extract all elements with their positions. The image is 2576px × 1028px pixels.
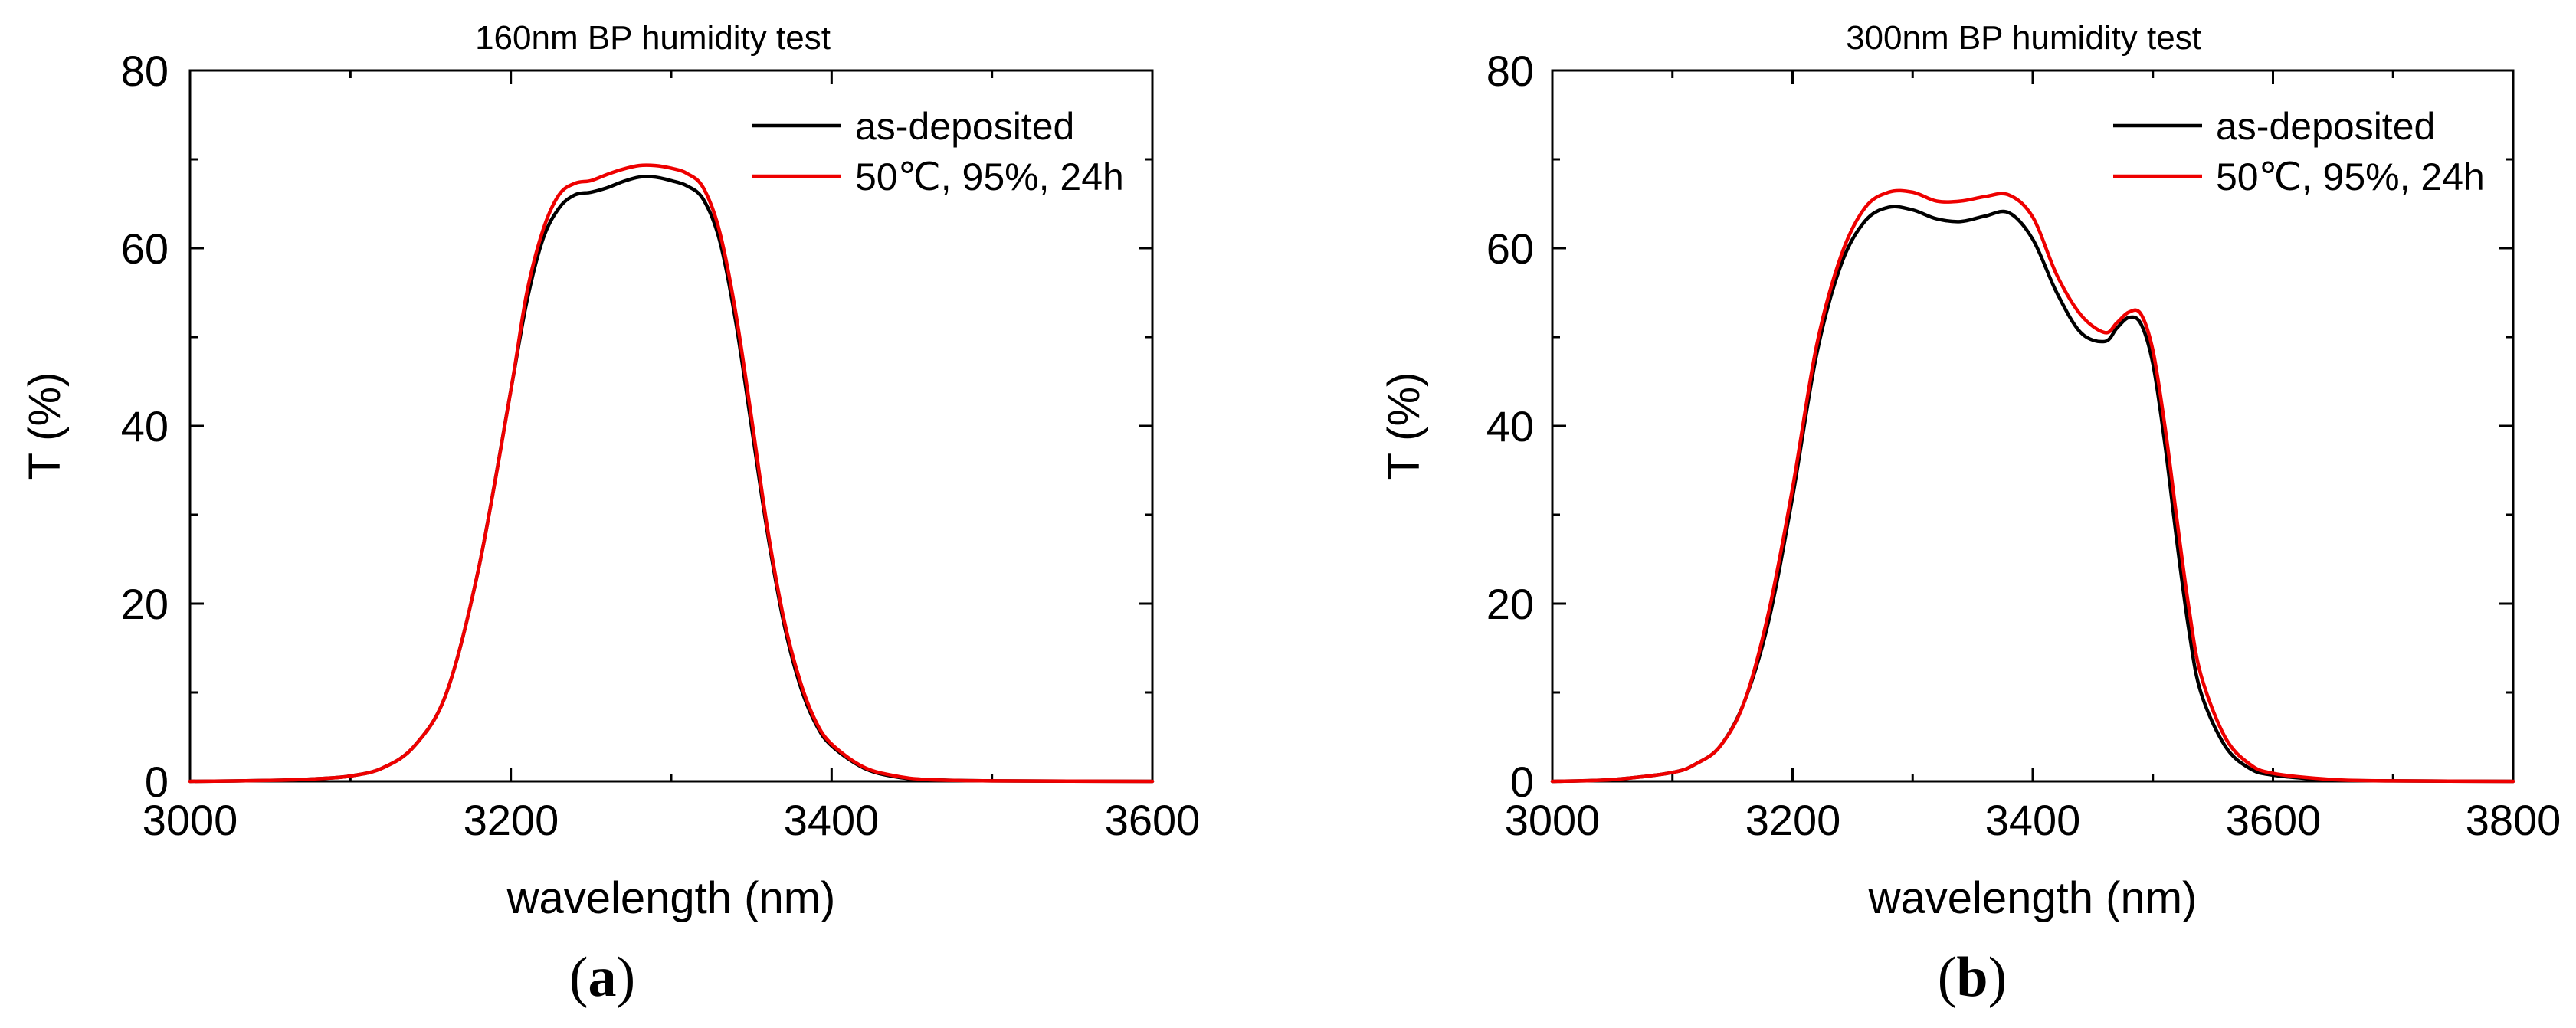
chart-a-panel-label-open: ( [569, 946, 588, 1009]
chart-b-xtick-label-3800: 3800 [2466, 796, 2561, 844]
chart-a-xtick-label-3000: 3000 [143, 796, 238, 844]
chart-a-ytick-label-40: 40 [121, 402, 169, 450]
chart-a-ytick-label-0: 0 [145, 758, 169, 806]
chart-a-series-humidity [188, 163, 1155, 784]
chart-b-legend: as-deposited 50℃, 95%, 24h [2113, 105, 2485, 198]
chart-b-series-humidity [1550, 188, 2515, 784]
chart-a-legend-label-humidity: 50℃, 95%, 24h [855, 156, 1124, 198]
chart-b-xtick-label-3000: 3000 [1505, 796, 1601, 844]
chart-a-xtick-label-3600: 3600 [1105, 796, 1201, 844]
chart-b-xtick-label-3600: 3600 [2226, 796, 2322, 844]
chart-a: 160nm BP humidity test 0 20 40 60 80 300… [20, 19, 1200, 1009]
chart-a-panel-label-letter: a [588, 946, 617, 1009]
chart-b-ytick-label-40: 40 [1486, 402, 1534, 450]
chart-b-series-as-deposited [1550, 205, 2515, 784]
chart-b-xtick-label-3200: 3200 [1745, 796, 1841, 844]
chart-b-title: 300nm BP humidity test [1846, 19, 2201, 57]
chart-b-ticks [1551, 69, 2515, 783]
chart-b-panel-label-letter: b [1956, 946, 1988, 1009]
chart-b-ytick-label-60: 60 [1486, 224, 1534, 273]
chart-a-series-as-deposited [188, 175, 1155, 784]
chart-b-ytick-label-80: 80 [1486, 47, 1534, 95]
chart-a-x-axis-label: wavelength (nm) [506, 873, 836, 923]
chart-a-ytick-label-60: 60 [121, 224, 169, 273]
chart-a-ytick-label-80: 80 [121, 47, 169, 95]
chart-b-legend-label-as-deposited: as-deposited [2216, 105, 2435, 148]
chart-a-panel-label-close: ) [617, 946, 636, 1009]
chart-b-panel-label-close: ) [1988, 946, 2007, 1009]
chart-b-panel-label-open: ( [1938, 946, 1957, 1009]
chart-a-panel-label: (a) [569, 946, 635, 1009]
chart-b-ytick-label-20: 20 [1486, 580, 1534, 628]
chart-b-panel-label: (b) [1938, 946, 2007, 1009]
chart-a-xtick-label-3200: 3200 [464, 796, 559, 844]
chart-b-legend-label-humidity: 50℃, 95%, 24h [2216, 156, 2485, 198]
chart-b-y-axis-label: T (%) [1379, 372, 1429, 480]
chart-a-xtick-label-3400: 3400 [784, 796, 880, 844]
chart-b: 300nm BP humidity test 0 20 40 60 80 300… [1379, 19, 2561, 1009]
chart-a-ytick-label-20: 20 [121, 580, 169, 628]
chart-b-xtick-label-3400: 3400 [1985, 796, 2081, 844]
chart-a-legend-label-as-deposited: as-deposited [855, 105, 1074, 148]
chart-a-y-axis-label: T (%) [20, 372, 70, 480]
chart-a-legend: as-deposited 50℃, 95%, 24h [752, 105, 1124, 198]
chart-a-title: 160nm BP humidity test [475, 19, 831, 57]
chart-b-ytick-label-0: 0 [1510, 758, 1534, 806]
chart-b-x-axis-label: wavelength (nm) [1868, 873, 2197, 923]
